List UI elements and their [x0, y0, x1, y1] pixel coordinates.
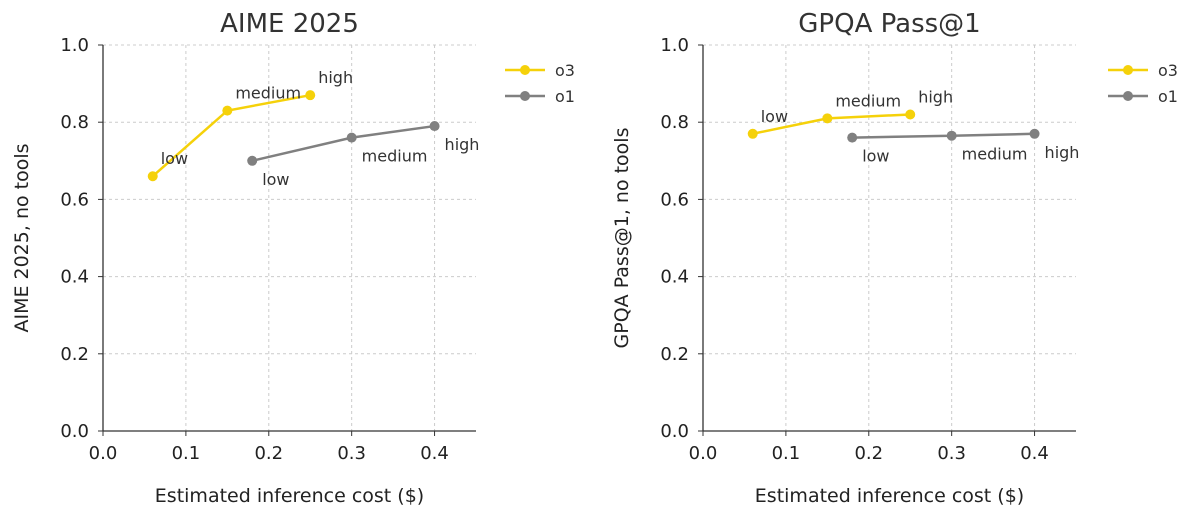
y-tick-label: 1.0 [60, 35, 89, 56]
legend-item-o1: o1 [505, 87, 575, 106]
grid [102, 44, 476, 432]
legend-label: o1 [555, 87, 575, 106]
data-label-o3-medium: medium [835, 91, 901, 110]
data-point-o3-high [905, 109, 916, 120]
data-point-o3-medium [822, 113, 833, 124]
y-axis-label: AIME 2025, no tools [11, 143, 33, 332]
y-tick-label: 1.0 [660, 35, 689, 56]
data-label-o3-high: high [918, 87, 953, 106]
y-tick-label: 0.0 [660, 421, 689, 442]
x-tick-label: 0.3 [337, 443, 366, 464]
x-axis-label: Estimated inference cost ($) [155, 485, 424, 507]
data-point-o1-low [247, 155, 258, 166]
data-label-o1-medium: medium [362, 147, 428, 166]
x-tick-label: 0.2 [854, 443, 883, 464]
data-label-o3-medium: medium [235, 84, 301, 103]
y-tick-label: 0.0 [60, 421, 89, 442]
legend-label: o1 [1158, 87, 1178, 106]
x-tick-label: 0.4 [420, 443, 449, 464]
x-tick-label: 0.3 [937, 443, 966, 464]
series-o3: low medium high [147, 68, 353, 182]
legend-marker [1123, 65, 1133, 75]
data-label-o1-low: low [262, 170, 289, 189]
chart-title: GPQA Pass@1 [798, 9, 980, 39]
data-label-o3-low: low [161, 149, 188, 168]
data-point-o3-high [305, 90, 316, 101]
y-tick-label: 0.2 [660, 344, 689, 365]
y-tick-label: 0.2 [60, 344, 89, 365]
data-label-o1-low: low [862, 147, 889, 166]
chart-panel-gpqa-pass1: GPQA Pass@1 0.0 0.1 0.2 0.3 0.4 0.0 0.2 0.4 0.6 0.… [611, 9, 1178, 507]
series-o1: low medium high [247, 121, 479, 189]
data-point-o1-low [847, 132, 858, 143]
x-tick-label: 0.2 [254, 443, 283, 464]
y-tick-label: 0.6 [60, 189, 89, 210]
legend-marker [520, 65, 530, 75]
legend-label: o3 [1158, 61, 1178, 80]
x-tick-label: 0.1 [172, 443, 201, 464]
chart-panel-aime-2025: AIME 2025 0.0 0.1 0.2 0.3 0.4 0.0 0.2 0.4 0.6 0.8 1… [11, 9, 575, 507]
y-tick-label: 0.4 [660, 267, 689, 288]
series-o3: low medium high [747, 87, 953, 139]
data-label-o1-medium: medium [962, 145, 1028, 164]
x-axis-label: Estimated inference cost ($) [755, 485, 1024, 507]
legend-marker [1123, 91, 1133, 101]
data-point-o3-low [747, 128, 758, 139]
data-label-o1-high: high [445, 135, 480, 154]
x-tick-label: 0.0 [89, 443, 118, 464]
legend-item-o3: o3 [505, 61, 575, 80]
legend-item-o1: o1 [1108, 87, 1178, 106]
series-o1: low medium high [847, 128, 1080, 166]
y-tick-label: 0.8 [60, 112, 89, 133]
legend-marker [520, 91, 530, 101]
x-tick-label: 0.1 [772, 443, 801, 464]
data-point-o3-medium [222, 105, 233, 116]
chart-title: AIME 2025 [220, 9, 359, 39]
y-tick-label: 0.4 [60, 267, 89, 288]
data-point-o1-medium [946, 130, 957, 141]
y-tick-label: 0.8 [660, 112, 689, 133]
data-label-o3-high: high [318, 68, 353, 87]
data-point-o1-medium [346, 132, 357, 143]
data-label-o3-low: low [761, 107, 788, 126]
y-axis-label: GPQA Pass@1, no tools [611, 128, 633, 349]
data-label-o1-high: high [1045, 143, 1080, 162]
y-tick-label: 0.6 [660, 189, 689, 210]
data-point-o1-high [1029, 128, 1040, 139]
x-tick-label: 0.4 [1020, 443, 1049, 464]
x-tick-label: 0.0 [689, 443, 718, 464]
data-point-o1-high [429, 121, 440, 132]
data-point-o3-low [147, 171, 158, 182]
series-line-o1 [852, 132, 1035, 139]
legend-label: o3 [555, 61, 575, 80]
legend-item-o3: o3 [1108, 61, 1178, 80]
